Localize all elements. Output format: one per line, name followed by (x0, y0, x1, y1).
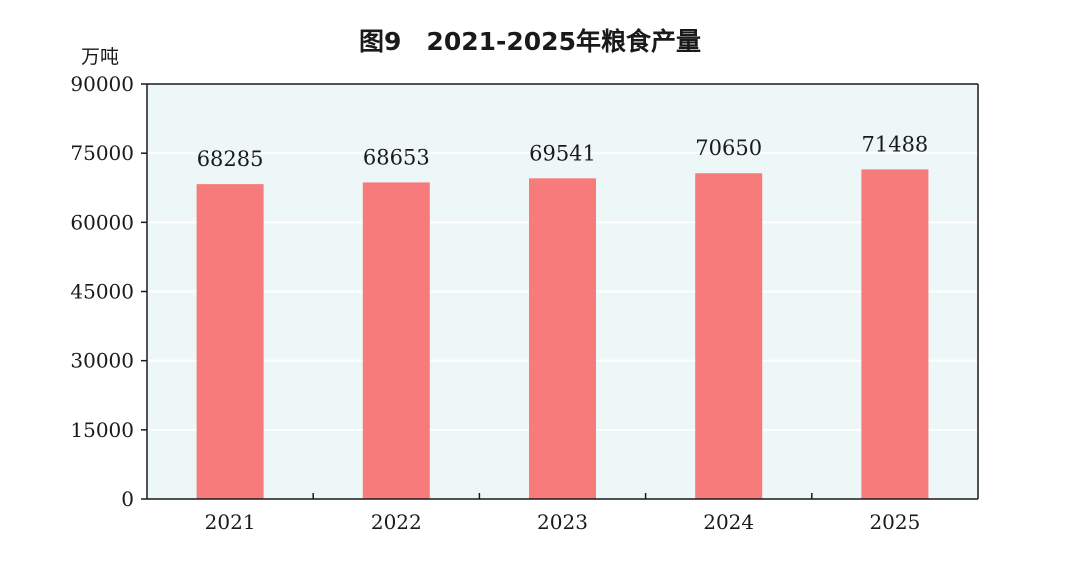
y-tick-label: 45000 (70, 280, 134, 304)
y-tick-label: 60000 (70, 210, 134, 234)
x-axis-ticks: 2021 2022 2023 2024 2025 (205, 493, 920, 534)
x-category-label-2024: 2024 (703, 510, 754, 534)
y-tick-label: 30000 (70, 349, 134, 373)
x-category-label-2025: 2025 (869, 510, 920, 534)
y-tick-label: 75000 (70, 141, 134, 165)
y-axis-unit-label: 万吨 (81, 46, 119, 68)
value-label-2024: 70650 (695, 136, 762, 160)
bar-2022 (362, 182, 430, 499)
value-labels: 68285 68653 69541 70650 71488 (197, 132, 929, 171)
x-category-label-2022: 2022 (371, 510, 422, 534)
y-tick-label: 15000 (70, 418, 134, 442)
x-category-label-2021: 2021 (205, 510, 256, 534)
y-tick-label: 90000 (70, 72, 134, 96)
bar-2025 (861, 169, 929, 499)
value-label-2023: 69541 (529, 141, 596, 165)
value-label-2025: 71488 (861, 132, 928, 156)
bar-2023 (529, 178, 596, 499)
value-label-2021: 68285 (197, 147, 264, 171)
bar-2021 (196, 184, 264, 499)
y-axis-ticks: 0 15000 30000 45000 60000 75000 90000 (70, 72, 147, 511)
y-tick-label: 0 (121, 487, 134, 511)
x-category-label-2023: 2023 (537, 510, 588, 534)
value-label-2022: 68653 (363, 145, 430, 169)
bar-2024 (695, 173, 763, 499)
chart-title: 图9 2021-2025年粮食产量 (359, 27, 701, 56)
bars (196, 169, 929, 499)
